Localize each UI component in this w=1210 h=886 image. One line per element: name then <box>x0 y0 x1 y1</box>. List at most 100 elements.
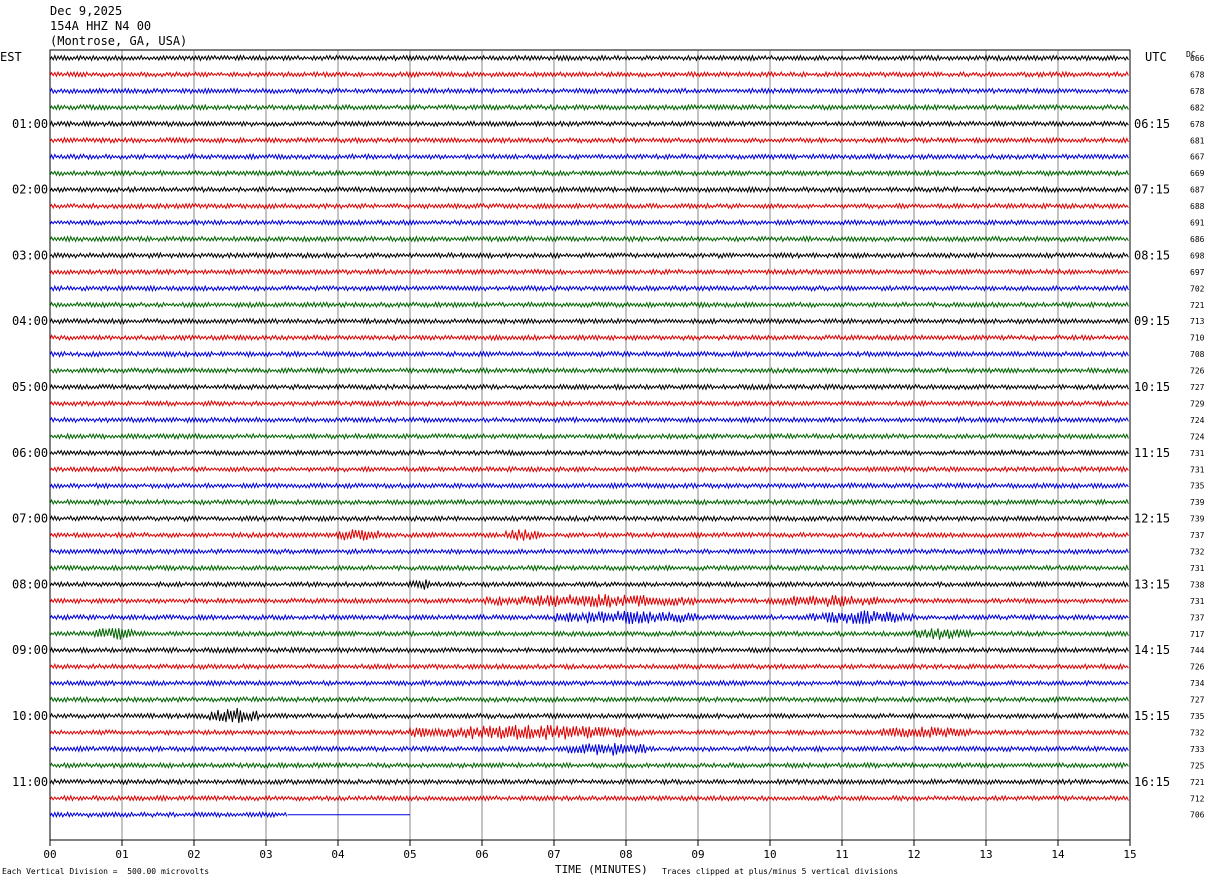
trace-row-8 <box>49 185 1129 194</box>
scale-note: Each Vertical Division = 500.00 microvol… <box>2 867 210 876</box>
trace-row-21 <box>49 399 1129 408</box>
trace-row-7 <box>49 169 1129 177</box>
trace-row-32 <box>49 579 1129 590</box>
trace-row-41 <box>49 724 1129 740</box>
trace-row-43 <box>49 761 1129 770</box>
trace-row-40 <box>49 708 1129 724</box>
right-hour-label: 09:15 <box>1134 314 1170 328</box>
x-tick-label: 08 <box>619 848 632 861</box>
trace-row-42 <box>49 742 1129 756</box>
dc-offset-label: 731 <box>1190 564 1205 573</box>
left-hour-label: 08:00 <box>12 577 48 591</box>
x-axis-title: TIME (MINUTES) <box>555 863 648 876</box>
trace-row-1 <box>49 70 1129 79</box>
dc-offset-label: 724 <box>1190 416 1205 425</box>
header-station: 154A HHZ N4 00 <box>50 19 152 33</box>
dc-offset-label: 725 <box>1190 761 1205 770</box>
left-hour-label: 06:00 <box>12 446 48 460</box>
dc-offset-label: 678 <box>1190 120 1205 129</box>
dc-offset-label: 737 <box>1190 531 1205 540</box>
left-hour-label: 07:00 <box>12 512 48 526</box>
x-tick-label: 15 <box>1123 848 1136 861</box>
right-hour-label: 16:15 <box>1134 775 1170 789</box>
x-tick-label: 03 <box>259 848 272 861</box>
x-tick-label: 12 <box>907 848 920 861</box>
dc-offset-label: 678 <box>1190 87 1205 96</box>
dc-offset-label: 721 <box>1190 778 1205 787</box>
x-tick-label: 06 <box>475 848 488 861</box>
dc-offset-label: 731 <box>1190 597 1205 606</box>
trace-row-18 <box>49 350 1129 358</box>
dc-offset-label: 710 <box>1190 334 1205 343</box>
dc-offset-label: 735 <box>1190 482 1205 491</box>
left-hour-label: 01:00 <box>12 117 48 131</box>
dc-offset-label: 721 <box>1190 301 1205 310</box>
dc-offset-label: 732 <box>1190 728 1205 737</box>
trace-row-23 <box>49 432 1129 441</box>
x-tick-label: 09 <box>691 848 704 861</box>
x-tick-label: 02 <box>187 848 200 861</box>
trace-row-29 <box>49 529 1129 541</box>
dc-offset-label: 726 <box>1190 367 1205 376</box>
right-hour-label: 13:15 <box>1134 577 1170 591</box>
x-tick-label: 11 <box>835 848 848 861</box>
dc-offset-label: 691 <box>1190 219 1205 228</box>
dc-offset-label: 681 <box>1190 136 1205 145</box>
plot-frame <box>49 49 1131 841</box>
dc-offset-label: 712 <box>1190 794 1205 803</box>
dc-offset-label: 735 <box>1190 712 1205 721</box>
dc-offset-label: 737 <box>1190 613 1205 622</box>
trace-row-27 <box>49 498 1129 506</box>
trace-row-24 <box>49 448 1129 457</box>
trace-row-4 <box>49 119 1129 128</box>
dc-offset-label: 738 <box>1190 580 1205 589</box>
trace-row-30 <box>49 547 1129 556</box>
trace-row-9 <box>49 202 1129 210</box>
dc-offset-label: 726 <box>1190 663 1205 672</box>
trace-row-17 <box>49 333 1129 342</box>
dc-offset-label: 731 <box>1190 449 1205 458</box>
right-hour-label: 10:15 <box>1134 380 1170 394</box>
dc-offset-label: 739 <box>1190 515 1205 524</box>
right-hour-label: 07:15 <box>1134 183 1170 197</box>
trace-row-37 <box>49 662 1129 671</box>
x-tick-label: 01 <box>115 848 128 861</box>
dc-offset-label: 698 <box>1190 251 1205 260</box>
trace-row-22 <box>49 416 1129 424</box>
trace-row-36 <box>49 646 1129 655</box>
dc-offset-label: 727 <box>1190 696 1205 705</box>
trace-row-44 <box>49 777 1129 786</box>
x-tick-label: 00 <box>43 848 56 861</box>
trace-row-16 <box>49 317 1129 325</box>
dc-offset-label: 717 <box>1190 630 1205 639</box>
left-hour-label: 03:00 <box>12 248 48 262</box>
dc-offset-label: 686 <box>1190 235 1205 244</box>
trace-row-19 <box>49 366 1129 375</box>
trace-row-10 <box>49 218 1129 227</box>
x-tick-label: 07 <box>547 848 560 861</box>
left-hour-label: 10:00 <box>12 709 48 723</box>
trace-row-31 <box>49 564 1129 572</box>
trace-row-46 <box>49 810 288 819</box>
dc-offset-label: 733 <box>1190 745 1205 754</box>
trace-row-5 <box>49 136 1129 145</box>
dc-offset-label: 667 <box>1190 153 1205 162</box>
trace-row-39 <box>49 695 1129 704</box>
trace-row-3 <box>49 103 1129 112</box>
dc-offset-label: 687 <box>1190 186 1205 195</box>
dc-offset-label: 739 <box>1190 498 1205 507</box>
trace-row-14 <box>49 284 1129 293</box>
left-hour-label: 05:00 <box>12 380 48 394</box>
trace-row-2 <box>49 87 1129 95</box>
x-tick-label: 14 <box>1051 848 1065 861</box>
dc-offset-label: 744 <box>1190 646 1205 655</box>
dc-offset-label: 706 <box>1190 811 1205 820</box>
trace-row-35 <box>49 627 1129 640</box>
x-tick-label: 13 <box>979 848 992 861</box>
trace-row-45 <box>49 794 1129 802</box>
left-hour-label: 09:00 <box>12 643 48 657</box>
trace-row-15 <box>49 300 1129 309</box>
trace-row-20 <box>49 383 1129 391</box>
trace-row-38 <box>49 679 1129 688</box>
